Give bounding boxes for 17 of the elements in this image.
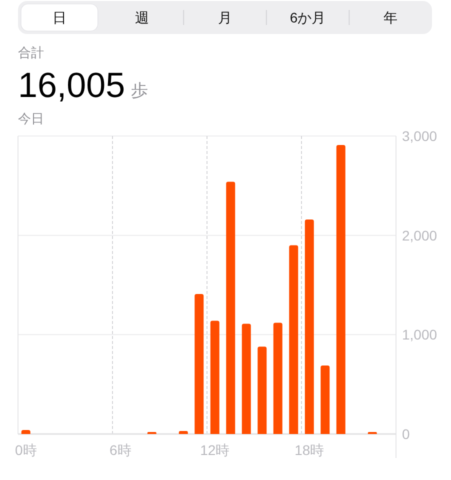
tab-label: 年 [384,10,398,26]
title: 合計 [18,45,44,60]
y-tick-label: 1,000 [402,326,438,343]
subtitle: 今日 [18,111,44,126]
x-tick-label: 0時 [14,442,37,458]
x-tick-label: 18時 [294,442,324,458]
tab-label: 週 [135,10,150,26]
total-value: 16,005 [18,66,126,105]
tab-label: 6か月 [290,10,326,26]
x-tick-label: 12時 [200,442,230,458]
y-tick-label: 0 [402,426,410,442]
tab-label: 日 [52,10,66,26]
tab-label: 月 [218,10,232,26]
x-tick-label: 6時 [109,442,132,458]
total-unit: 歩 [131,81,148,100]
y-tick-label: 3,000 [402,128,438,144]
y-tick-label: 2,000 [402,227,438,244]
